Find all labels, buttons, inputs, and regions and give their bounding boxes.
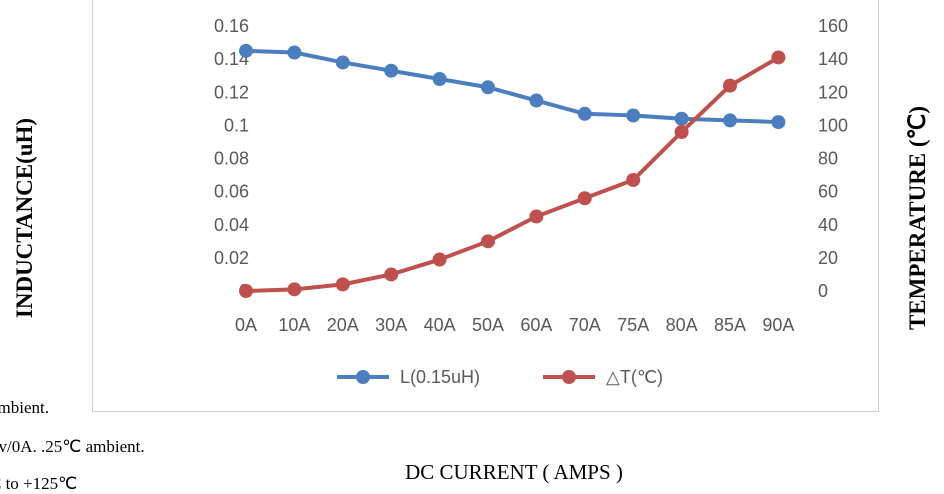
series-line-2 bbox=[244, 55, 781, 293]
chart-area: 00.020.040.060.080.10.120.140.1602040608… bbox=[92, 0, 879, 412]
y-right-tick-label: 0 bbox=[818, 281, 828, 301]
x-tick-label: 80A bbox=[666, 315, 698, 335]
series-1-point bbox=[432, 72, 447, 86]
series-2-point bbox=[674, 125, 689, 139]
series-2-point bbox=[529, 209, 544, 224]
series-2-point bbox=[626, 173, 641, 188]
x-tick-label: 10A bbox=[278, 315, 310, 335]
x-tick-label: 85A bbox=[714, 315, 746, 335]
series-1-point bbox=[577, 106, 592, 121]
x-tick-label: 70A bbox=[569, 315, 601, 335]
y-left-tick-label: 0.06 bbox=[214, 182, 249, 202]
series-1-point bbox=[481, 80, 495, 95]
series-1-point bbox=[239, 43, 253, 58]
x-tick-label: 20A bbox=[327, 315, 359, 335]
legend-marker-1 bbox=[356, 370, 370, 384]
y-left-tick-label: 0.16 bbox=[214, 16, 249, 36]
x-tick-label: 50A bbox=[472, 315, 504, 335]
inductance-temperature-chart: 00.020.040.060.080.10.120.140.1602040608… bbox=[214, 16, 848, 387]
series-2-point bbox=[723, 78, 737, 93]
y-right-tick-label: 100 bbox=[818, 115, 848, 135]
x-tick-label: 30A bbox=[375, 315, 407, 335]
legend-label-1: L(0.15uH) bbox=[400, 367, 480, 387]
series-1-point bbox=[723, 113, 737, 128]
series-1-point bbox=[626, 108, 641, 123]
y-left-tick-label: 0.02 bbox=[214, 248, 249, 268]
series-1-point bbox=[674, 111, 689, 126]
y-right-tick-label: 120 bbox=[818, 82, 848, 102]
series-1-point bbox=[529, 93, 544, 108]
series-line-1 bbox=[244, 48, 781, 125]
legend-marker-2 bbox=[562, 370, 576, 384]
y-right-tick-label: 40 bbox=[818, 215, 838, 235]
x-tick-label: 75A bbox=[617, 315, 649, 335]
series-2-point bbox=[239, 284, 253, 298]
x-tick-label: 40A bbox=[424, 315, 456, 335]
series-2-point bbox=[384, 267, 399, 282]
x-tick-label: 60A bbox=[520, 315, 552, 335]
side-note-2: ambient. bbox=[0, 398, 50, 417]
series-1-point bbox=[335, 55, 350, 70]
series-2-point bbox=[335, 277, 350, 292]
y-axis-left-title: INDUCTANCE(uH) bbox=[12, 117, 37, 319]
y-left-tick-label: 0.08 bbox=[214, 149, 249, 169]
y-right-tick-label: 160 bbox=[818, 16, 848, 36]
legend-label-2: △T(℃) bbox=[606, 367, 663, 387]
y-right-tick-label: 20 bbox=[818, 248, 838, 268]
series-1-point bbox=[384, 63, 399, 78]
x-tick-label: 90A bbox=[762, 315, 794, 335]
series-2-point bbox=[287, 282, 302, 297]
y-left-tick-label: 0.12 bbox=[214, 82, 249, 102]
series-2-point bbox=[481, 234, 495, 249]
series-2-point bbox=[771, 50, 786, 65]
series-1-point bbox=[771, 115, 786, 130]
y-right-tick-label: 80 bbox=[818, 149, 838, 169]
x-tick-label: 0A bbox=[235, 315, 257, 335]
y-right-tick-label: 60 bbox=[818, 182, 838, 202]
y-right-tick-label: 140 bbox=[818, 49, 848, 69]
y-left-tick-label: 0.04 bbox=[214, 215, 249, 235]
x-axis-title: DC CURRENT ( AMPS ) bbox=[405, 460, 623, 484]
side-note-3: 5v/0A. .25℃ ambient. bbox=[0, 437, 145, 456]
y-axis-right-title: TEMPERATURE (℃) bbox=[905, 105, 930, 331]
series-1-point bbox=[287, 45, 302, 60]
series-2-point bbox=[577, 191, 592, 206]
side-note-4: C to +125℃ bbox=[0, 474, 78, 493]
y-left-tick-label: 0.1 bbox=[224, 115, 249, 135]
series-2-point bbox=[432, 252, 447, 267]
